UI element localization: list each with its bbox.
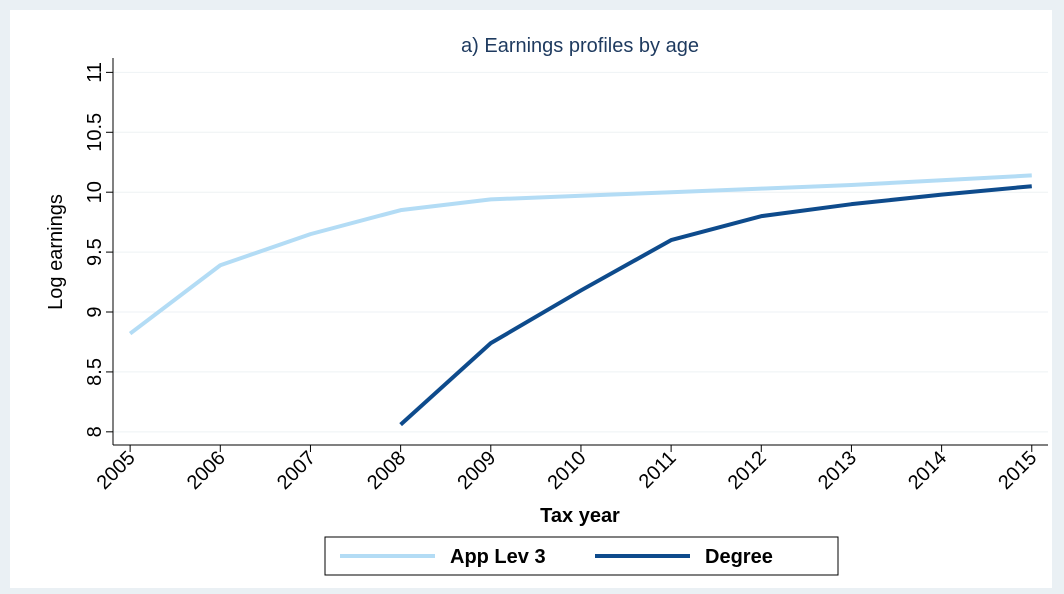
x-axis-label: Tax year	[540, 505, 620, 527]
legend-label: Degree	[705, 546, 773, 568]
y-tick-label: 8.5	[84, 358, 106, 386]
y-axis-label: Log earnings	[45, 194, 67, 310]
y-tick-label: 9	[84, 306, 106, 317]
y-tick-label: 10.5	[84, 113, 106, 152]
legend-label: App Lev 3	[450, 546, 546, 568]
line-series	[399, 184, 1032, 427]
graph-region	[10, 10, 1052, 588]
y-tick-label: 11	[84, 62, 106, 83]
y-tick-label: 9.5	[84, 238, 106, 266]
y-tick-label: 10	[84, 181, 106, 203]
y-tick-label: 8	[84, 426, 106, 437]
chart-title: a) Earnings profiles by age	[461, 35, 699, 57]
line-series	[128, 173, 1032, 336]
